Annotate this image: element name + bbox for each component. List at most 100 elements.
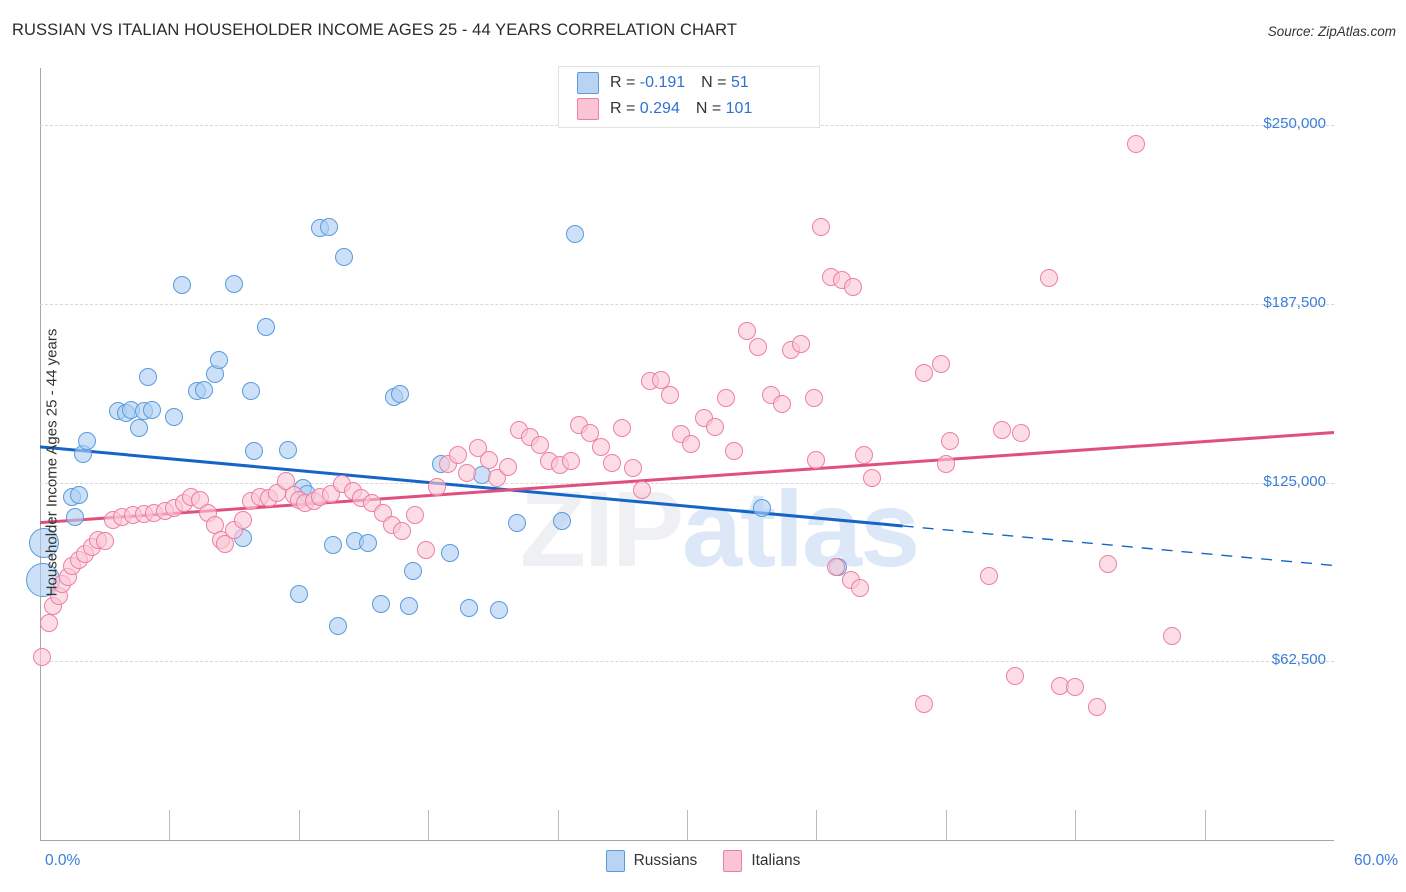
- data-point-ru[interactable]: [289, 585, 308, 604]
- data-point-ru[interactable]: [210, 350, 228, 369]
- data-point-it[interactable]: [1040, 269, 1059, 288]
- page-title: RUSSIAN VS ITALIAN HOUSEHOLDER INCOME AG…: [12, 21, 738, 39]
- data-point-it[interactable]: [1005, 666, 1024, 685]
- legend-swatch-italians: [577, 98, 599, 120]
- series-legend-item-russians[interactable]: Russians: [605, 850, 697, 872]
- data-point-ru[interactable]: [460, 599, 479, 618]
- data-point-it[interactable]: [602, 453, 621, 472]
- data-point-it[interactable]: [613, 419, 632, 438]
- x-axis-tick: [687, 810, 688, 840]
- data-point-it[interactable]: [805, 389, 824, 408]
- data-point-ru[interactable]: [399, 596, 418, 615]
- legend-r-value-russians: -0.191: [639, 74, 686, 91]
- data-point-ru[interactable]: [335, 247, 354, 266]
- data-point-ru[interactable]: [507, 513, 526, 532]
- data-point-ru[interactable]: [358, 533, 377, 552]
- data-point-it[interactable]: [580, 423, 599, 442]
- data-point-ru[interactable]: [319, 217, 338, 236]
- data-point-ru[interactable]: [143, 400, 162, 419]
- x-axis-tick: [1075, 810, 1077, 840]
- x-axis-tick: [557, 810, 559, 840]
- data-point-ru[interactable]: [164, 407, 183, 426]
- legend-row-russians: R = -0.191 N = 51: [577, 71, 749, 95]
- data-point-ru[interactable]: [244, 442, 263, 461]
- data-point-it[interactable]: [1012, 423, 1031, 442]
- data-point-it[interactable]: [941, 432, 960, 451]
- data-point-ru[interactable]: [753, 499, 772, 518]
- data-point-it[interactable]: [844, 277, 863, 296]
- data-point-it[interactable]: [479, 450, 498, 469]
- data-point-it[interactable]: [682, 434, 701, 453]
- data-point-it[interactable]: [216, 535, 235, 554]
- data-point-ru[interactable]: [404, 562, 423, 581]
- data-point-ru[interactable]: [328, 616, 347, 635]
- data-point-it[interactable]: [652, 370, 671, 389]
- data-point-it[interactable]: [561, 452, 580, 471]
- data-point-it[interactable]: [393, 522, 412, 541]
- data-point-it[interactable]: [1087, 698, 1106, 717]
- data-point-it[interactable]: [992, 420, 1011, 439]
- data-point-ru[interactable]: [29, 527, 60, 558]
- data-point-it[interactable]: [811, 217, 830, 236]
- data-point-ru[interactable]: [194, 380, 213, 399]
- data-point-it[interactable]: [458, 463, 477, 482]
- data-point-it[interactable]: [1066, 678, 1085, 697]
- data-point-it[interactable]: [624, 459, 643, 478]
- data-point-it[interactable]: [660, 386, 679, 405]
- data-point-it[interactable]: [826, 557, 845, 576]
- data-point-it[interactable]: [417, 540, 436, 559]
- data-point-it[interactable]: [233, 510, 252, 529]
- data-point-it[interactable]: [863, 469, 882, 488]
- y-axis-tick-label: $187,500: [1263, 293, 1326, 311]
- data-point-it[interactable]: [1126, 134, 1145, 153]
- data-point-it[interactable]: [706, 417, 725, 436]
- data-point-it[interactable]: [725, 442, 744, 461]
- data-point-it[interactable]: [749, 337, 768, 356]
- data-point-ru[interactable]: [138, 367, 157, 386]
- data-point-it[interactable]: [716, 389, 735, 408]
- data-point-ru[interactable]: [391, 384, 410, 403]
- data-point-ru[interactable]: [69, 486, 88, 505]
- data-point-it[interactable]: [932, 354, 951, 373]
- data-point-ru[interactable]: [78, 432, 97, 451]
- legend-n-label-italians: N =: [695, 100, 726, 117]
- data-point-it[interactable]: [591, 437, 610, 456]
- data-point-ru[interactable]: [257, 317, 276, 336]
- data-point-it[interactable]: [979, 566, 998, 585]
- data-point-it[interactable]: [1098, 555, 1117, 574]
- data-point-it[interactable]: [792, 334, 811, 353]
- data-point-it[interactable]: [854, 446, 873, 465]
- data-point-it[interactable]: [33, 648, 52, 666]
- data-point-ru[interactable]: [490, 600, 509, 619]
- data-point-ru[interactable]: [324, 536, 343, 555]
- series-legend-item-italians[interactable]: Italians: [723, 850, 800, 872]
- x-axis-tick: [945, 810, 947, 840]
- data-point-ru[interactable]: [440, 543, 459, 562]
- data-point-it[interactable]: [498, 457, 517, 476]
- data-point-ru[interactable]: [371, 595, 390, 614]
- data-point-it[interactable]: [915, 363, 934, 382]
- data-point-it[interactable]: [807, 450, 826, 469]
- data-point-ru[interactable]: [552, 512, 571, 531]
- data-point-it[interactable]: [427, 477, 446, 496]
- data-point-ru[interactable]: [242, 382, 261, 401]
- data-point-it[interactable]: [738, 322, 757, 341]
- data-point-it[interactable]: [772, 394, 791, 413]
- data-point-ru[interactable]: [565, 224, 584, 243]
- data-point-ru[interactable]: [279, 440, 298, 459]
- data-point-it[interactable]: [1163, 626, 1182, 645]
- data-point-ru[interactable]: [65, 507, 84, 526]
- y-axis-tick-label: $250,000: [1263, 115, 1326, 133]
- y-axis-tick-label: $62,500: [1271, 651, 1326, 669]
- data-point-it[interactable]: [632, 480, 651, 499]
- data-point-ru[interactable]: [225, 274, 244, 293]
- data-point-it[interactable]: [936, 455, 955, 473]
- data-point-it[interactable]: [95, 532, 114, 551]
- data-point-it[interactable]: [531, 436, 550, 455]
- data-point-it[interactable]: [850, 579, 869, 598]
- data-point-it[interactable]: [406, 506, 425, 525]
- data-point-it[interactable]: [915, 695, 934, 714]
- data-point-ru[interactable]: [173, 276, 192, 295]
- data-point-ru[interactable]: [130, 419, 149, 438]
- data-point-it[interactable]: [449, 446, 468, 465]
